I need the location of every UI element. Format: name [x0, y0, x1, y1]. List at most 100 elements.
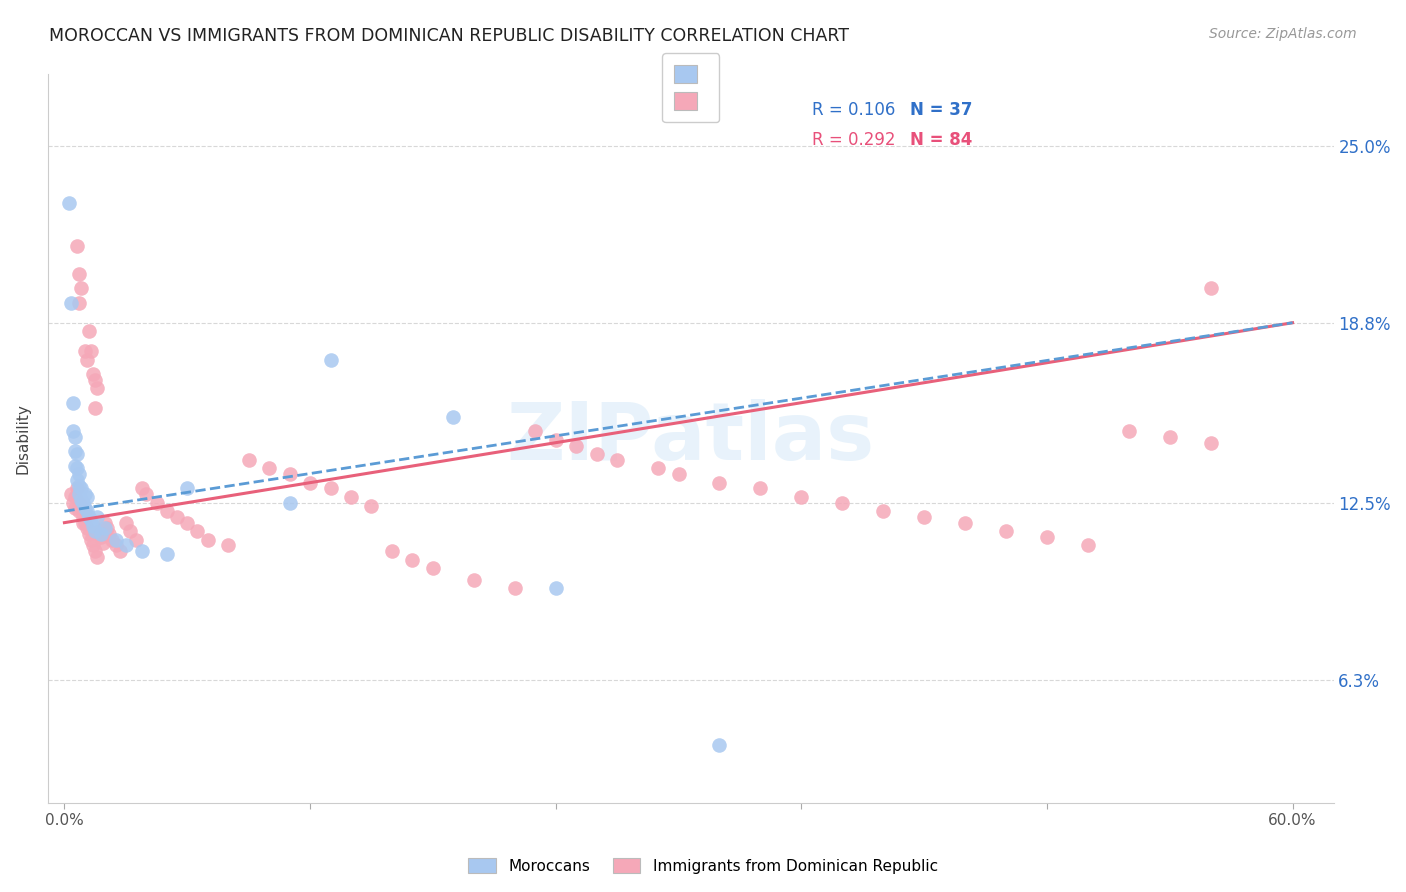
Point	[118, 524, 141, 539]
Point	[80, 344, 103, 359]
Point	[790, 490, 813, 504]
Point	[104, 533, 127, 547]
Point	[86, 549, 108, 564]
Text: R = 0.292: R = 0.292	[811, 130, 896, 149]
Point	[299, 475, 322, 490]
Point	[82, 518, 104, 533]
Point	[749, 482, 772, 496]
Point	[131, 544, 153, 558]
Point	[360, 499, 382, 513]
Point	[72, 510, 94, 524]
Point	[176, 482, 198, 496]
Point	[77, 510, 100, 524]
Point	[422, 561, 444, 575]
Point	[217, 539, 239, 553]
Point	[67, 496, 90, 510]
Point	[709, 739, 731, 753]
Point	[69, 281, 91, 295]
Point	[66, 447, 89, 461]
Point	[82, 539, 104, 553]
Point	[58, 195, 80, 210]
Legend: Moroccans, Immigrants from Dominican Republic: Moroccans, Immigrants from Dominican Rep…	[463, 852, 943, 880]
Point	[66, 473, 89, 487]
Point	[108, 544, 131, 558]
Point	[100, 533, 122, 547]
Point	[544, 582, 567, 596]
Point	[80, 513, 103, 527]
Point	[62, 424, 84, 438]
Point	[278, 467, 301, 482]
Text: N = 37: N = 37	[910, 101, 973, 119]
Point	[995, 524, 1018, 539]
Point	[86, 510, 108, 524]
Point	[84, 373, 107, 387]
Point	[80, 533, 103, 547]
Point	[76, 504, 98, 518]
Point	[73, 501, 96, 516]
Point	[912, 510, 935, 524]
Point	[257, 461, 280, 475]
Point	[63, 430, 86, 444]
Text: R = 0.106: R = 0.106	[811, 101, 896, 119]
Point	[647, 461, 669, 475]
Point	[278, 496, 301, 510]
Point	[86, 381, 108, 395]
Point	[96, 521, 118, 535]
Text: N = 84: N = 84	[910, 130, 973, 149]
Point	[63, 444, 86, 458]
Point	[441, 409, 464, 424]
Point	[463, 573, 485, 587]
Point	[77, 527, 100, 541]
Point	[125, 533, 148, 547]
Point	[565, 438, 588, 452]
Point	[156, 504, 179, 518]
Point	[1199, 281, 1222, 295]
Point	[62, 395, 84, 409]
Point	[90, 530, 112, 544]
Text: MOROCCAN VS IMMIGRANTS FROM DOMINICAN REPUBLIC DISABILITY CORRELATION CHART: MOROCCAN VS IMMIGRANTS FROM DOMINICAN RE…	[49, 27, 849, 45]
Point	[953, 516, 976, 530]
Point	[67, 267, 90, 281]
Point	[94, 521, 117, 535]
Point	[831, 496, 853, 510]
Point	[67, 504, 90, 518]
Point	[66, 482, 89, 496]
Point	[90, 527, 112, 541]
Point	[63, 490, 86, 504]
Point	[585, 447, 607, 461]
Point	[668, 467, 690, 482]
Point	[1199, 435, 1222, 450]
Point	[91, 535, 114, 549]
Point	[319, 482, 342, 496]
Point	[69, 482, 91, 496]
Point	[381, 544, 404, 558]
Point	[1118, 424, 1140, 438]
Point	[401, 553, 423, 567]
Point	[131, 482, 153, 496]
Point	[115, 516, 138, 530]
Point	[115, 539, 138, 553]
Point	[72, 516, 94, 530]
Point	[59, 295, 82, 310]
Point	[67, 478, 90, 492]
Point	[524, 424, 547, 438]
Point	[94, 516, 117, 530]
Point	[1036, 530, 1059, 544]
Text: ZIPatlas: ZIPatlas	[506, 400, 875, 477]
Point	[89, 524, 111, 539]
Point	[238, 452, 260, 467]
Point	[73, 344, 96, 359]
Point	[319, 352, 342, 367]
Legend: , : ,	[662, 54, 718, 122]
Point	[176, 516, 198, 530]
Point	[166, 510, 188, 524]
Point	[67, 467, 90, 482]
Point	[62, 496, 84, 510]
Point	[66, 238, 89, 252]
Y-axis label: Disability: Disability	[15, 403, 30, 474]
Point	[77, 324, 100, 338]
Point	[67, 295, 90, 310]
Point	[84, 544, 107, 558]
Point	[59, 487, 82, 501]
Point	[156, 547, 179, 561]
